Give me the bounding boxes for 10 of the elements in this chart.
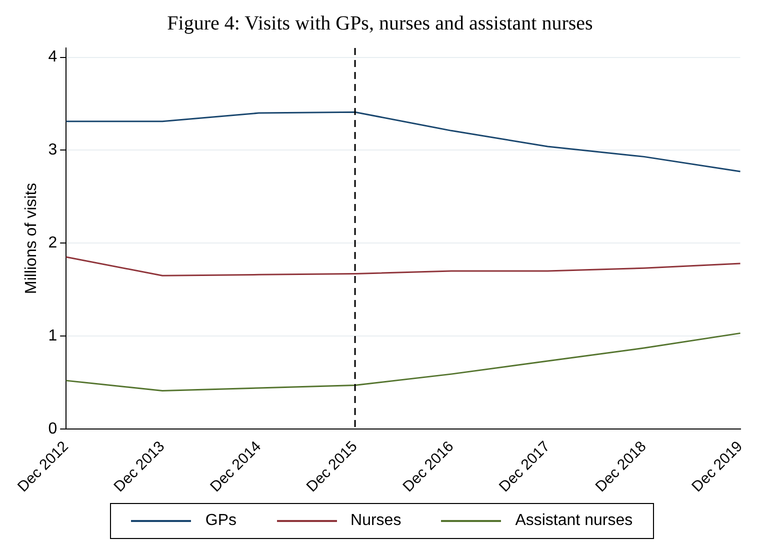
- y-tick-label: 1: [48, 327, 58, 344]
- chart-title: Figure 4: Visits with GPs, nurses and assistant nurses: [167, 12, 594, 34]
- y-axis-title: Millions of visits: [23, 182, 40, 294]
- y-tick-label: 3: [48, 142, 58, 159]
- legend-label: Assistant nurses: [515, 512, 633, 530]
- y-tick-label: 4: [48, 48, 58, 66]
- legend-label: Nurses: [350, 512, 402, 530]
- legend-label: GPs: [205, 512, 237, 530]
- y-tick-label: 2: [48, 234, 58, 252]
- y-tick-label: 0: [48, 420, 58, 438]
